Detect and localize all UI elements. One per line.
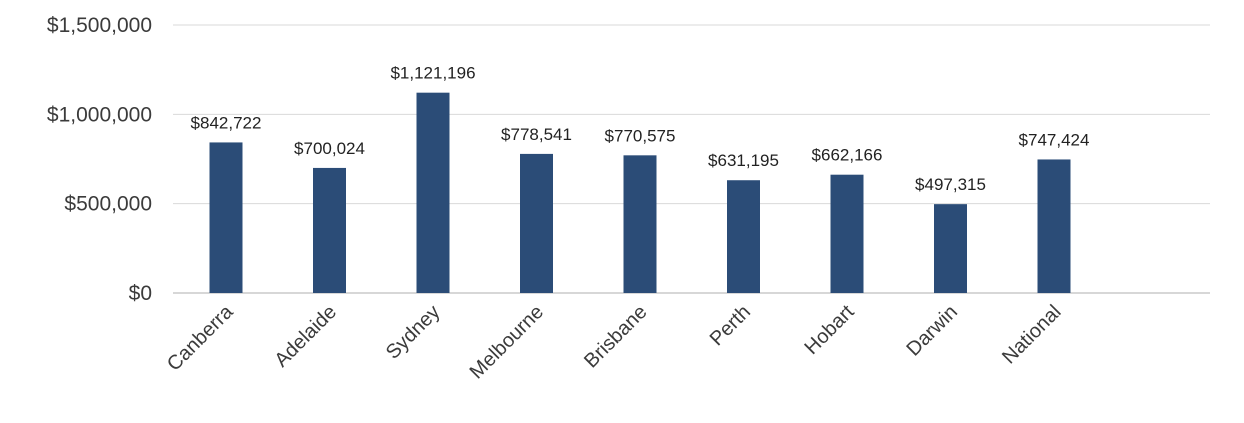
- category-label: Canberra: [163, 300, 238, 375]
- category-label: Melbourne: [466, 301, 548, 383]
- data-label: $770,575: [605, 126, 676, 145]
- bar: [313, 167, 346, 293]
- bar: [934, 204, 967, 293]
- category-label: National: [998, 301, 1065, 368]
- category-label: Hobart: [801, 301, 859, 359]
- bar: [209, 142, 243, 293]
- y-tick-label: $1,500,000: [47, 14, 152, 37]
- data-label: $1,121,196: [390, 64, 475, 83]
- category-label: Darwin: [902, 301, 962, 361]
- y-tick-label: $0: [129, 282, 152, 305]
- bar: [830, 174, 864, 293]
- bars: [209, 92, 1071, 293]
- y-tick-label: $500,000: [64, 193, 152, 216]
- data-label: $700,024: [294, 139, 365, 158]
- data-label: $631,195: [708, 151, 779, 170]
- data-label: $778,541: [501, 125, 572, 144]
- y-tick-label: $1,000,000: [47, 103, 152, 126]
- bar: [1037, 159, 1071, 293]
- category-label: Perth: [706, 301, 755, 350]
- category-label: Adelaide: [270, 301, 341, 372]
- bar: [520, 153, 553, 293]
- category-label: Brisbane: [580, 301, 651, 372]
- bar: [727, 180, 760, 293]
- data-label: $497,315: [915, 175, 986, 194]
- data-label: $747,424: [1019, 130, 1090, 149]
- category-label: Sydney: [382, 301, 445, 364]
- category-labels: Canberra Adelaide Sydney Melbourne Brisbane P…: [163, 300, 1066, 383]
- data-label: $662,166: [812, 146, 883, 165]
- bar: [623, 155, 657, 293]
- bar: [416, 92, 450, 293]
- data-label: $842,722: [191, 113, 262, 132]
- y-axis-tick-labels: $0 $500,000 $1,000,000 $1,500,000: [47, 14, 152, 305]
- data-labels: $842,722 $700,024 $1,121,196 $778,541 $770,5…: [191, 64, 1090, 194]
